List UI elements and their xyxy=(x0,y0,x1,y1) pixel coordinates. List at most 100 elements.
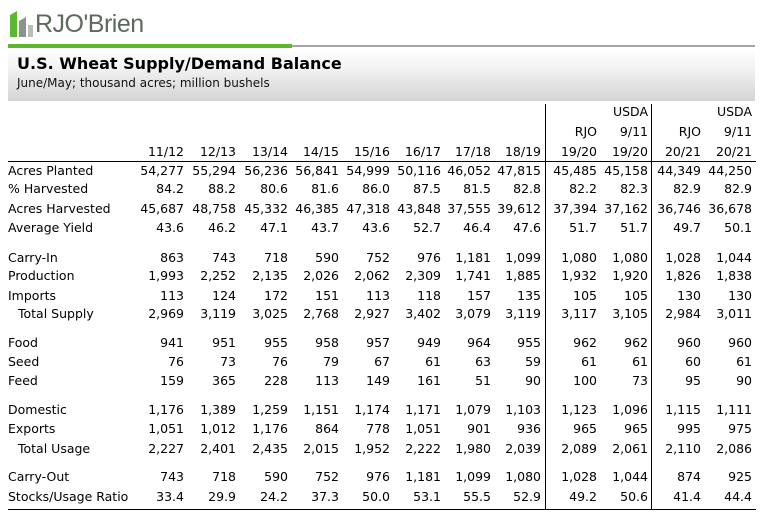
table-cell: 45,687 xyxy=(140,201,184,216)
table-cell: 874 xyxy=(677,469,701,484)
table-cell: 53.1 xyxy=(413,489,441,504)
table-cell: 2,227 xyxy=(148,441,184,456)
table-cell: 84.2 xyxy=(156,181,184,196)
column-header: 20/21 xyxy=(715,144,752,159)
page-title: U.S. Wheat Supply/Demand Balance xyxy=(17,54,342,73)
table-cell: 73 xyxy=(220,354,236,369)
table-cell: 61 xyxy=(425,354,441,369)
company-logo: RJO'Brien xyxy=(8,9,158,39)
table-cell: 2,061 xyxy=(612,441,648,456)
table-cell: 228 xyxy=(264,373,288,388)
table-cell: 82.9 xyxy=(673,181,701,196)
column-header: 20/21 xyxy=(664,144,701,159)
table-cell: 965 xyxy=(624,421,648,436)
table-cell: 1,051 xyxy=(148,421,184,436)
table-cell: 1,103 xyxy=(505,402,541,417)
table-cell: 1,993 xyxy=(148,268,184,283)
table-cell: 1,028 xyxy=(561,469,597,484)
table-cell: 1,096 xyxy=(612,402,648,417)
table-cell: 2,062 xyxy=(354,268,390,283)
table-cell: 79 xyxy=(323,354,339,369)
table-cell: 752 xyxy=(315,469,339,484)
row-label: Acres Planted xyxy=(8,163,94,178)
table-cell: 976 xyxy=(366,469,390,484)
table-cell: 43.6 xyxy=(156,220,184,235)
table-cell: 1,123 xyxy=(561,402,597,417)
table-cell: 3,117 xyxy=(561,306,597,321)
column-header: 17/18 xyxy=(454,144,491,159)
table-cell: 46.4 xyxy=(463,220,491,235)
table-cell: 975 xyxy=(728,421,752,436)
table-cell: 1,885 xyxy=(505,268,541,283)
row-label: Food xyxy=(8,335,38,350)
table-cell: 56,236 xyxy=(244,163,288,178)
table-cell: 2,135 xyxy=(252,268,288,283)
table-cell: 718 xyxy=(212,469,236,484)
column-header: 19/20 xyxy=(560,144,597,159)
table-cell: 1,080 xyxy=(505,469,541,484)
table-cell: 33.4 xyxy=(156,489,184,504)
row-label: Production xyxy=(8,268,75,283)
table-cell: 51.7 xyxy=(620,220,648,235)
row-label: Exports xyxy=(8,421,56,436)
table-cell: 37,394 xyxy=(553,201,597,216)
column-header: 11/12 xyxy=(147,144,184,159)
table-cell: 44,349 xyxy=(657,163,701,178)
column-header: RJO xyxy=(574,124,597,139)
table-cell: 59 xyxy=(525,354,541,369)
table-cell: 1,980 xyxy=(455,441,491,456)
table-cell: 1,115 xyxy=(665,402,701,417)
column-header: 12/13 xyxy=(199,144,236,159)
rjo-logo-icon xyxy=(8,9,34,39)
table-cell: 37,162 xyxy=(604,201,648,216)
table-cell: 1,259 xyxy=(252,402,288,417)
column-header: 19/20 xyxy=(611,144,648,159)
row-label: Total Usage xyxy=(18,441,91,456)
table-cell: 88.2 xyxy=(208,181,236,196)
table-cell: 47.6 xyxy=(513,220,541,235)
row-label: Carry-In xyxy=(8,250,58,265)
table-cell: 44.4 xyxy=(724,489,752,504)
column-header: 16/17 xyxy=(404,144,441,159)
table-cell: 135 xyxy=(517,288,541,303)
table-cell: 36,746 xyxy=(657,201,701,216)
table-cell: 56,841 xyxy=(295,163,339,178)
table-cell: 962 xyxy=(573,335,597,350)
table-cell: 976 xyxy=(417,250,441,265)
table-cell: 61 xyxy=(581,354,597,369)
table-cell: 1,044 xyxy=(612,469,648,484)
table-cell: 81.5 xyxy=(463,181,491,196)
table-cell: 1,932 xyxy=(561,268,597,283)
table-cell: 54,277 xyxy=(140,163,184,178)
table-cell: 105 xyxy=(624,288,648,303)
table-cell: 955 xyxy=(264,335,288,350)
page-subtitle: June/May; thousand acres; million bushel… xyxy=(17,76,270,90)
table-cell: 52.7 xyxy=(413,220,441,235)
table-cell: 2,927 xyxy=(354,306,390,321)
table-cell: 37.3 xyxy=(311,489,339,504)
table-cell: 1,171 xyxy=(405,402,441,417)
table-cell: 63 xyxy=(475,354,491,369)
table-cell: 51.7 xyxy=(569,220,597,235)
table-cell: 24.2 xyxy=(260,489,288,504)
table-cell: 2,026 xyxy=(303,268,339,283)
table-cell: 718 xyxy=(264,250,288,265)
table-cell: 50,116 xyxy=(397,163,441,178)
table-cell: 1,741 xyxy=(455,268,491,283)
table-cell: 43,848 xyxy=(397,201,441,216)
table-cell: 1,920 xyxy=(612,268,648,283)
table-cell: 1,181 xyxy=(455,250,491,265)
table-cell: 960 xyxy=(677,335,701,350)
table-cell: 2,401 xyxy=(200,441,236,456)
table-cell: 778 xyxy=(366,421,390,436)
table-cell: 1,099 xyxy=(455,469,491,484)
table-cell: 113 xyxy=(366,288,390,303)
table-cell: 1,099 xyxy=(505,250,541,265)
table-cell: 1,044 xyxy=(716,250,752,265)
table-cell: 1,080 xyxy=(612,250,648,265)
table-cell: 1,181 xyxy=(405,469,441,484)
table-cell: 995 xyxy=(677,421,701,436)
table-cell: 1,051 xyxy=(405,421,441,436)
table-cell: 151 xyxy=(315,288,339,303)
